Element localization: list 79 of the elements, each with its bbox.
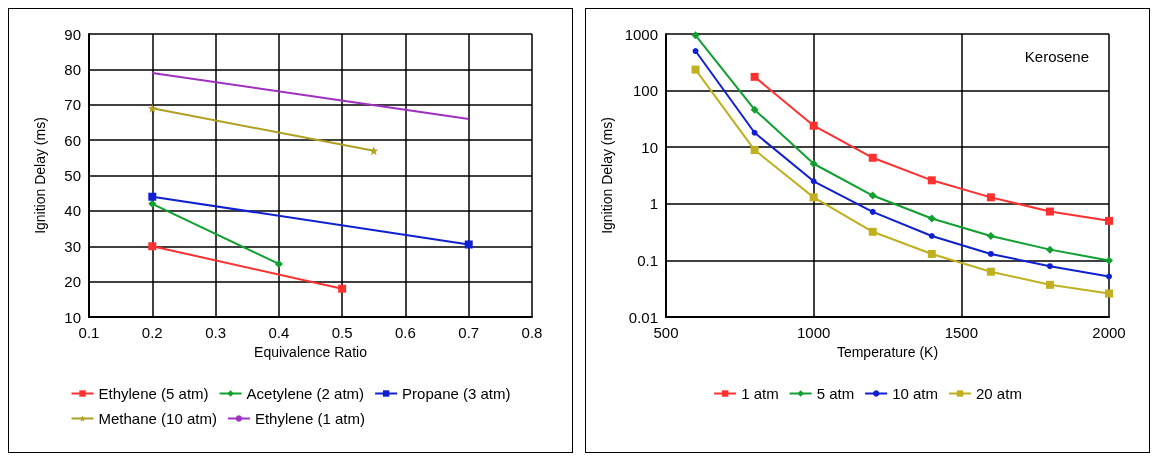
point [868, 153, 877, 162]
point [928, 232, 935, 239]
legend-label: Acetylene (2 atm) [246, 385, 365, 402]
point [987, 250, 994, 257]
y-tick-label: 1 [649, 195, 658, 213]
point [148, 199, 157, 208]
y-tick-label: 0.01 [628, 308, 658, 326]
x-tick-label: 0.6 [395, 324, 416, 341]
y-tick-label: 90 [64, 25, 81, 43]
legend-label: Propane (3 atm) [402, 385, 511, 402]
point [810, 178, 817, 185]
y-tick-label: 30 [64, 237, 81, 255]
point [1106, 273, 1112, 280]
x-tick-label: 1500 [944, 324, 979, 341]
legend-label: Ethylene (1 atm) [254, 410, 365, 427]
y-tick-label: 10 [641, 138, 658, 156]
point [868, 191, 877, 200]
point [1105, 289, 1113, 298]
legend-label: 10 atm [892, 385, 939, 402]
x-tick-label: 0.2 [141, 324, 163, 341]
point [869, 208, 876, 215]
x-tick-label: 1000 [796, 324, 831, 341]
point [927, 249, 936, 258]
y-tick-label: 100 [632, 82, 658, 100]
y-tick-label: 20 [64, 273, 81, 291]
x-axis-title: Equivalence Ratio [254, 343, 368, 360]
y-tick-label: 40 [64, 202, 81, 220]
point [691, 31, 700, 40]
point [751, 129, 758, 136]
point [338, 284, 347, 293]
point [274, 259, 283, 268]
x-tick-label: 500 [653, 324, 679, 341]
point [1105, 256, 1113, 265]
point [986, 193, 995, 202]
point [750, 105, 759, 114]
point [986, 231, 995, 240]
point [750, 146, 759, 155]
x-tick-label: 0.4 [268, 324, 290, 341]
y-axis-title: Ignition Delay (ms) [32, 117, 48, 234]
point [692, 48, 699, 55]
point [148, 192, 157, 201]
point [1045, 207, 1054, 216]
y-axis-title: Ignition Delay (ms) [598, 117, 615, 234]
x-tick-label: 0.3 [205, 324, 226, 341]
y-tick-label: 0.1 [637, 251, 658, 269]
legend-label: Methane (10 atm) [98, 410, 217, 427]
x-tick-label: 0.7 [458, 324, 480, 341]
point [927, 214, 936, 223]
y-tick-label: 80 [64, 60, 81, 78]
y-tick-label: 70 [64, 96, 81, 114]
x-axis-title: Temperature (K) [836, 343, 939, 360]
x-tick-label: 0.8 [521, 324, 543, 341]
point [147, 103, 157, 113]
point [986, 267, 995, 276]
y-tick-label: 10 [64, 308, 81, 326]
y-tick-label: 50 [64, 167, 81, 184]
x-tick-label: 0.5 [331, 324, 353, 341]
legend-label: 1 atm [741, 385, 779, 402]
y-tick-label: 1000 [624, 25, 658, 43]
legend-label: Ethylene (5 atm) [98, 385, 209, 402]
point [148, 242, 157, 251]
point [809, 193, 818, 202]
legend-label: 5 atm [816, 385, 855, 402]
point [809, 159, 818, 168]
point [1105, 216, 1113, 225]
x-tick-label: 0.1 [78, 324, 100, 341]
x-tick-label: 2000 [1092, 324, 1126, 341]
point [750, 72, 759, 81]
y-tick-label: 60 [64, 131, 81, 149]
point [1046, 263, 1053, 270]
point [1045, 280, 1054, 289]
annotation: Kerosene [1024, 48, 1090, 65]
point [868, 227, 877, 236]
point [927, 176, 936, 185]
point [1045, 245, 1054, 254]
point [464, 240, 473, 249]
point [691, 65, 700, 74]
legend-label: 20 atm [976, 385, 1022, 402]
point [809, 121, 818, 130]
